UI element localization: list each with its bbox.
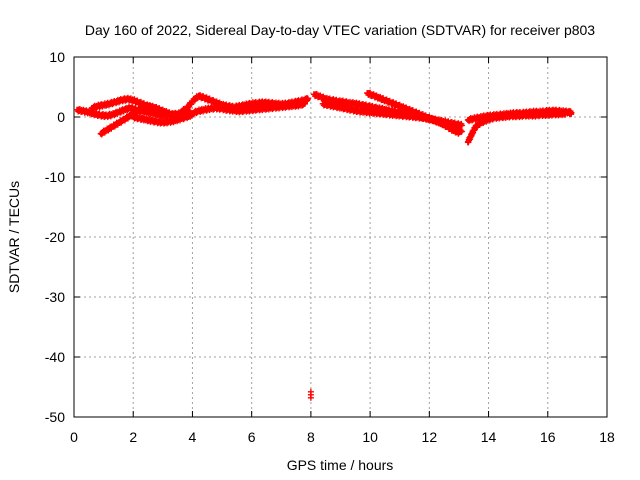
x-tick-label: 14 [481,429,497,445]
x-tick-label: 2 [129,429,137,445]
data-point [301,100,308,107]
tick-labels: 0 2 4 6 8 10 12 14 16 18 -50 -40 -30 -20 -10 0 10 [45,49,615,445]
chart-title: Day 160 of 2022, Sidereal Day-to-day VTE… [85,22,595,38]
y-axis-label: SDTVAR / TECUs [6,181,22,293]
data-point [307,394,314,401]
x-tick-label: 18 [599,429,615,445]
x-tick-label: 8 [307,429,315,445]
y-tick-label: -40 [45,349,65,365]
x-axis-label: GPS time / hours [287,457,394,473]
x-tick-label: 4 [189,429,197,445]
data-point [458,128,465,135]
y-tick-label: -20 [45,229,65,245]
plot-frame [73,56,608,418]
data-point [568,109,575,116]
y-tick-label: -30 [45,289,65,305]
y-tick-label: -50 [45,409,65,425]
y-tick-label: -10 [45,169,65,185]
y-tick-label: 0 [57,109,65,125]
x-tick-label: 16 [540,429,556,445]
data-point [458,122,465,129]
data-point [159,109,166,116]
data-points [73,89,575,401]
data-point [304,96,311,102]
data-point [562,110,569,117]
x-tick-label: 0 [70,429,78,445]
y-tick-label: 10 [49,49,65,65]
x-tick-label: 6 [248,429,256,445]
x-tick-label: 10 [362,429,378,445]
x-tick-label: 12 [422,429,438,445]
